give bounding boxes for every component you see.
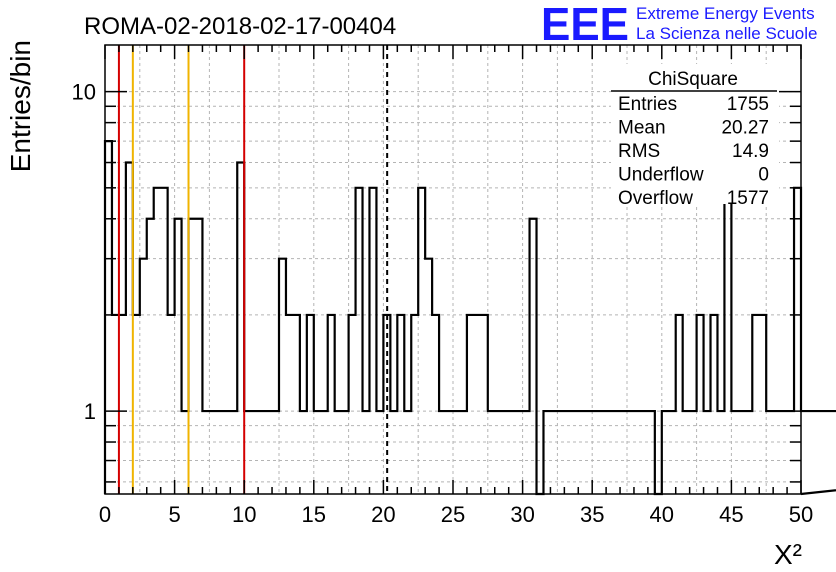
stats-label: Mean bbox=[618, 118, 666, 139]
x-tick-label: 45 bbox=[719, 502, 743, 527]
stats-value: 1577 bbox=[727, 188, 769, 209]
stats-label: Entries bbox=[618, 94, 677, 115]
stats-box-title: ChiSquare bbox=[648, 69, 738, 90]
x-tick-label: 15 bbox=[302, 502, 326, 527]
chart-title: ROMA-02-2018-02-17-00404 bbox=[84, 13, 396, 40]
x-tick-label: 25 bbox=[441, 502, 465, 527]
stats-label: Underflow bbox=[618, 165, 704, 186]
reference-lines bbox=[117, 45, 389, 494]
eee-logo: EEE Extreme Energy Events La Scienza nel… bbox=[541, 0, 817, 50]
histogram-bin bbox=[133, 315, 140, 494]
histogram-bin bbox=[815, 411, 822, 494]
y-tick-labels: 1 10 bbox=[72, 80, 96, 424]
x-axis-label: X² bbox=[774, 539, 802, 570]
x-tick-labels: 0 5 10 15 20 25 30 35 40 45 50 bbox=[99, 502, 813, 527]
x-tick-label: 35 bbox=[580, 502, 604, 527]
histogram-bin bbox=[801, 411, 808, 494]
x-tick-label: 50 bbox=[789, 502, 813, 527]
stats-value: 14.9 bbox=[732, 141, 769, 162]
histogram-bin bbox=[286, 315, 293, 494]
histogram-bin bbox=[154, 188, 161, 494]
histogram-bin bbox=[829, 411, 836, 494]
logo-line-2: La Scienza nelle Scuole bbox=[636, 24, 817, 43]
histogram-bin bbox=[808, 411, 815, 494]
y-tick-label: 10 bbox=[72, 80, 96, 105]
x-tick-label: 0 bbox=[99, 502, 111, 527]
stats-value: 0 bbox=[758, 165, 769, 186]
histogram-bin bbox=[474, 315, 481, 494]
histogram-bin bbox=[119, 315, 126, 494]
stats-box: ChiSquare Entries 1755 Mean 20.27 RMS 14.9 Und… bbox=[611, 64, 779, 209]
axis-ticks bbox=[104, 45, 802, 494]
eee-logo-mark: EEE bbox=[541, 0, 629, 50]
stats-value: 20.27 bbox=[721, 118, 769, 139]
x-tick-label: 30 bbox=[510, 502, 534, 527]
histogram-bin bbox=[168, 315, 175, 494]
stats-label: Overflow bbox=[618, 188, 693, 209]
x-tick-label: 20 bbox=[371, 502, 395, 527]
x-tick-label: 5 bbox=[168, 502, 180, 527]
y-axis-label: Entries/bin bbox=[5, 40, 36, 172]
histogram-bin bbox=[112, 315, 119, 494]
stats-label: RMS bbox=[618, 141, 660, 162]
histogram-bin bbox=[822, 411, 829, 494]
stats-value: 1755 bbox=[727, 94, 769, 115]
logo-line-1: Extreme Energy Events bbox=[636, 4, 815, 23]
histogram-bin bbox=[147, 219, 154, 494]
x-tick-label: 40 bbox=[650, 502, 674, 527]
y-tick-label: 1 bbox=[84, 399, 96, 424]
x-tick-label: 10 bbox=[232, 502, 256, 527]
